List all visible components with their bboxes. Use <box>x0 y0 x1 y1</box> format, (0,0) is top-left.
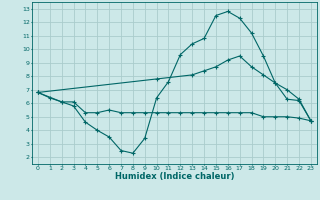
X-axis label: Humidex (Indice chaleur): Humidex (Indice chaleur) <box>115 172 234 181</box>
